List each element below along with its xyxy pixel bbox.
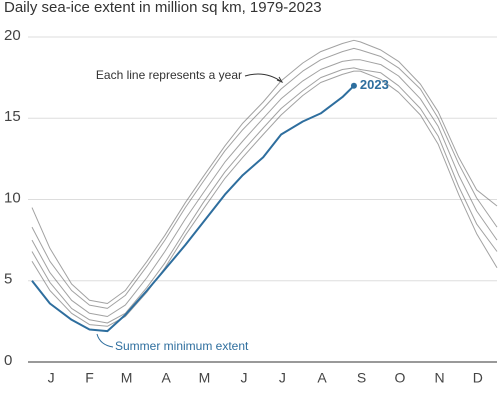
y-tick-label: 20 (4, 27, 21, 44)
end-point (350, 82, 357, 89)
highlight-line (31, 85, 355, 333)
x-tick-label: N (434, 370, 444, 386)
y-tick-label: 5 (4, 271, 12, 288)
x-tick-label: M (199, 370, 211, 386)
annotation-arrow (96, 333, 114, 348)
x-tick-label: D (473, 370, 483, 386)
x-tick-label: F (85, 370, 94, 386)
series-label: 2023 (360, 77, 389, 92)
y-tick-label: 10 (4, 189, 21, 206)
year-line (31, 39, 498, 304)
y-tick-label: 0 (4, 352, 12, 369)
x-tick-label: J (279, 370, 286, 386)
chart-title: Daily sea-ice extent in million sq km, 1… (4, 0, 322, 16)
year-line (31, 47, 498, 309)
y-tick-label: 15 (4, 108, 21, 125)
year-line (31, 59, 498, 317)
annotation: Summer minimum extent (115, 339, 249, 353)
x-tick-label: J (241, 370, 248, 386)
x-tick-label: A (161, 370, 171, 386)
x-tick-label: S (357, 370, 366, 386)
annotation-arrow (244, 73, 283, 83)
annotation: Each line represents a year (96, 68, 242, 82)
x-tick-label: O (394, 370, 405, 386)
year-line (31, 70, 498, 327)
annotation-arrowhead (276, 76, 284, 84)
x-tick-label: M (121, 370, 133, 386)
year-line (31, 67, 498, 324)
x-tick-label: A (317, 370, 327, 386)
x-tick-label: J (48, 370, 55, 386)
